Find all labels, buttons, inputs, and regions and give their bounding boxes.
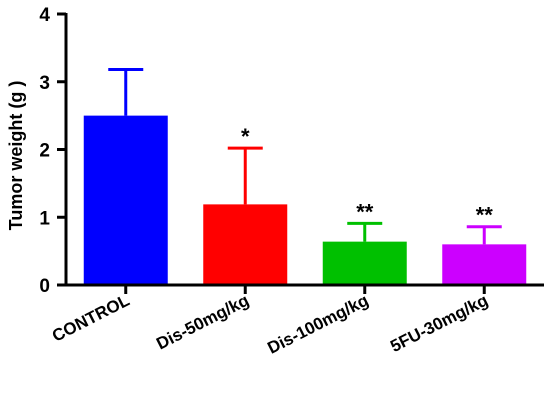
y-axis-title: Tumor weight (g ) xyxy=(6,81,26,231)
bar-3 xyxy=(442,244,527,285)
error-bars-layer xyxy=(108,68,502,245)
significance-label: * xyxy=(241,124,250,149)
significance-label: ** xyxy=(356,199,374,224)
x-category-labels: CONTROL Dis-50mg/kg Dis-100mg/kg 5FU-30mg/k… xyxy=(49,285,491,358)
x-category-label: 5FU-30mg/kg xyxy=(387,291,491,356)
y-tick-label: 0 xyxy=(39,276,50,297)
significance-label: ** xyxy=(476,203,494,228)
y-tick-label: 1 xyxy=(39,208,50,229)
x-category-label: CONTROL xyxy=(49,291,133,346)
significance-labels: *** ** xyxy=(241,124,493,228)
x-category-label: Dis-100mg/kg xyxy=(264,291,371,358)
y-tick-label: 3 xyxy=(39,73,50,94)
y-ticks-layer: 0 1 2 3 4 xyxy=(39,5,66,297)
bar-2 xyxy=(322,241,407,285)
x-category-label: Dis-50mg/kg xyxy=(153,291,252,354)
bars-layer xyxy=(83,115,527,285)
y-tick-label: 2 xyxy=(39,141,50,162)
y-tick-label: 4 xyxy=(39,5,50,26)
bar-1 xyxy=(203,204,288,285)
bar-0 xyxy=(83,115,168,285)
